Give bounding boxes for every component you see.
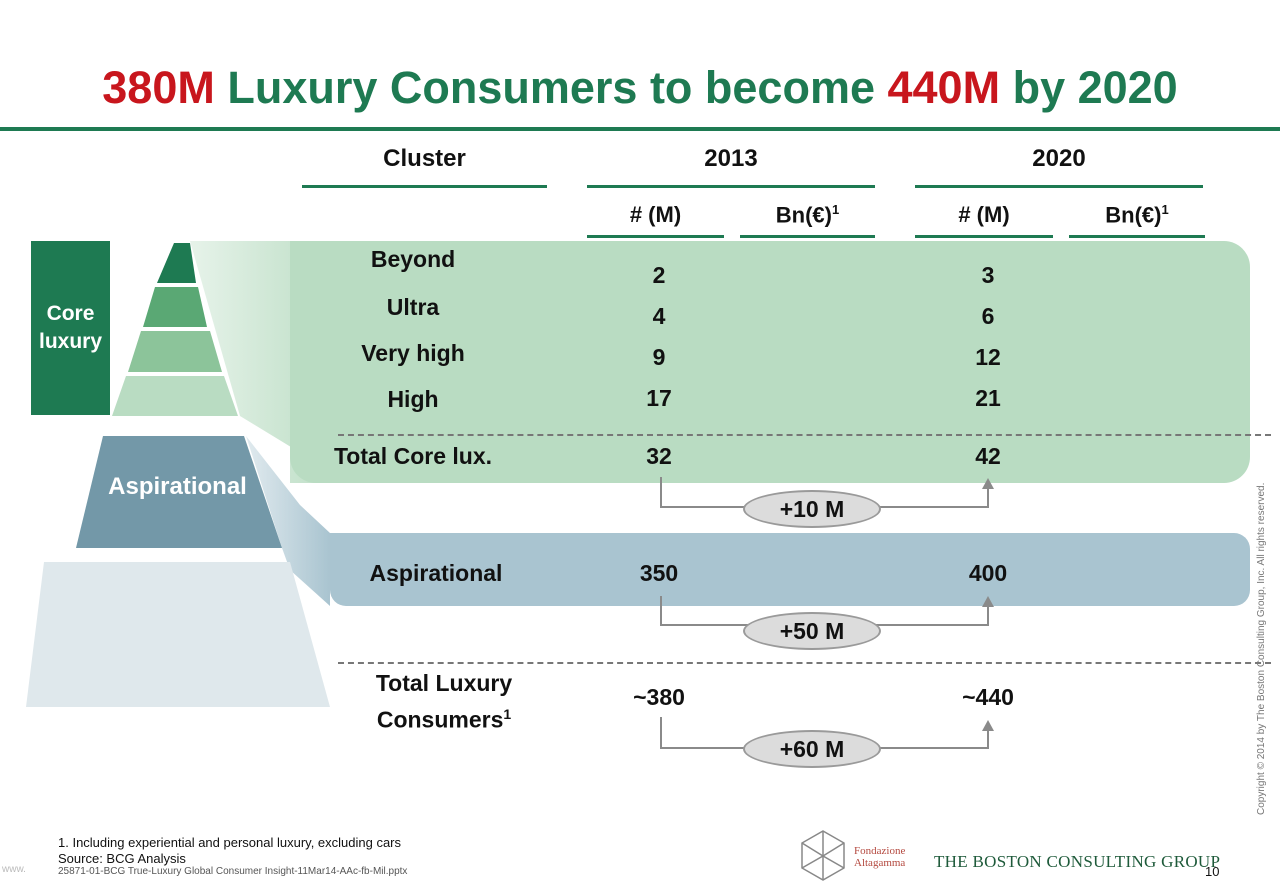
core-connector bbox=[190, 241, 350, 483]
col-num-2013-rule bbox=[587, 235, 724, 238]
cluster-rule bbox=[302, 185, 547, 188]
row-label-high: High bbox=[387, 386, 439, 412]
value-2020-high: 21 bbox=[975, 385, 1001, 411]
value-2013-ultra: 4 bbox=[652, 303, 666, 329]
col-num-2013: # (M) bbox=[629, 202, 682, 227]
file-name: 25871-01-BCG True-Luxury Global Consumer… bbox=[58, 866, 408, 877]
source-note: Source: BCG Analysis bbox=[58, 851, 186, 866]
value-2013-very-high: 9 bbox=[652, 344, 666, 370]
value-2013-high: 17 bbox=[646, 385, 672, 411]
pyramid-aspirational bbox=[76, 436, 282, 548]
year-2020-header: 2020 bbox=[1032, 145, 1086, 172]
title-rule bbox=[0, 127, 1280, 131]
divider-core bbox=[338, 434, 1271, 436]
cluster-header: Cluster bbox=[383, 145, 466, 172]
pyramid-base bbox=[26, 562, 330, 707]
col-bn-2020-rule bbox=[1069, 235, 1205, 238]
row-label-very-high: Very high bbox=[361, 340, 465, 366]
value-2020-total-luxury: ~440 bbox=[962, 684, 1014, 710]
value-2020-aspirational: 400 bbox=[968, 560, 1008, 586]
value-2013-beyond: 2 bbox=[652, 262, 666, 288]
value-2020-beyond: 3 bbox=[981, 262, 995, 288]
col-num-2020-rule bbox=[915, 235, 1053, 238]
value-2013-total-luxury: ~380 bbox=[633, 684, 685, 710]
delta-core-badge: +10 M bbox=[743, 490, 881, 528]
copyright-text: Copyright © 2014 by The Boston Consultin… bbox=[1256, 482, 1267, 815]
divider-total bbox=[338, 662, 1271, 664]
row-label-total-luxury: Total Luxury Consumers1 bbox=[375, 670, 513, 733]
aspirational-connector bbox=[246, 436, 330, 606]
value-2020-very-high: 12 bbox=[975, 344, 1001, 370]
page-title: 380M Luxury Consumers to become 440M by … bbox=[102, 62, 1178, 113]
aspirational-pyramid-label: Aspirational bbox=[108, 473, 247, 500]
footnote: 1. Including experiential and personal l… bbox=[58, 835, 402, 850]
aspirational-band bbox=[330, 533, 1250, 606]
col-bn-2013-rule bbox=[740, 235, 875, 238]
pyramid-ultra bbox=[143, 287, 207, 327]
value-2013-aspirational: 350 bbox=[639, 560, 679, 586]
col-bn-2020: Bn(€)1 bbox=[1105, 202, 1169, 228]
arrowhead-aspirational bbox=[982, 596, 994, 607]
year-2020-rule bbox=[915, 185, 1203, 188]
bcg-logo: THE BOSTON CONSULTING GROUP bbox=[934, 852, 1221, 871]
value-2020-total-core: 42 bbox=[975, 443, 1001, 469]
value-2013-total-core: 32 bbox=[646, 443, 672, 469]
fondazione-altagamma-logo-icon bbox=[801, 830, 845, 881]
row-label-aspirational: Aspirational bbox=[369, 560, 503, 586]
year-2013-rule bbox=[587, 185, 875, 188]
arrowhead-core bbox=[982, 478, 994, 489]
pyramid-beyond bbox=[157, 243, 196, 283]
pyramid-very-high bbox=[128, 331, 222, 372]
delta-aspirational-badge: +50 M bbox=[743, 612, 881, 650]
value-2020-ultra: 6 bbox=[981, 303, 995, 329]
row-label-beyond: Beyond bbox=[370, 246, 456, 272]
delta-total-badge: +60 M bbox=[743, 730, 881, 768]
core-band bbox=[290, 241, 1250, 483]
page-number: 10 bbox=[1205, 864, 1220, 879]
year-2013-header: 2013 bbox=[704, 145, 758, 172]
arrowhead-total bbox=[982, 720, 994, 731]
row-label-total-core: Total Core lux. bbox=[333, 443, 493, 469]
col-num-2020: # (M) bbox=[958, 202, 1010, 227]
core-luxury-box bbox=[31, 241, 110, 415]
row-label-ultra: Ultra bbox=[386, 294, 440, 320]
col-bn-2013: Bn(€)1 bbox=[775, 202, 840, 228]
pyramid-high bbox=[112, 376, 238, 416]
core-luxury-label: Core luxury bbox=[38, 302, 103, 353]
watermark: www. bbox=[2, 864, 26, 875]
fondazione-altagamma-logo: Fondazione Altagamma bbox=[854, 845, 906, 869]
